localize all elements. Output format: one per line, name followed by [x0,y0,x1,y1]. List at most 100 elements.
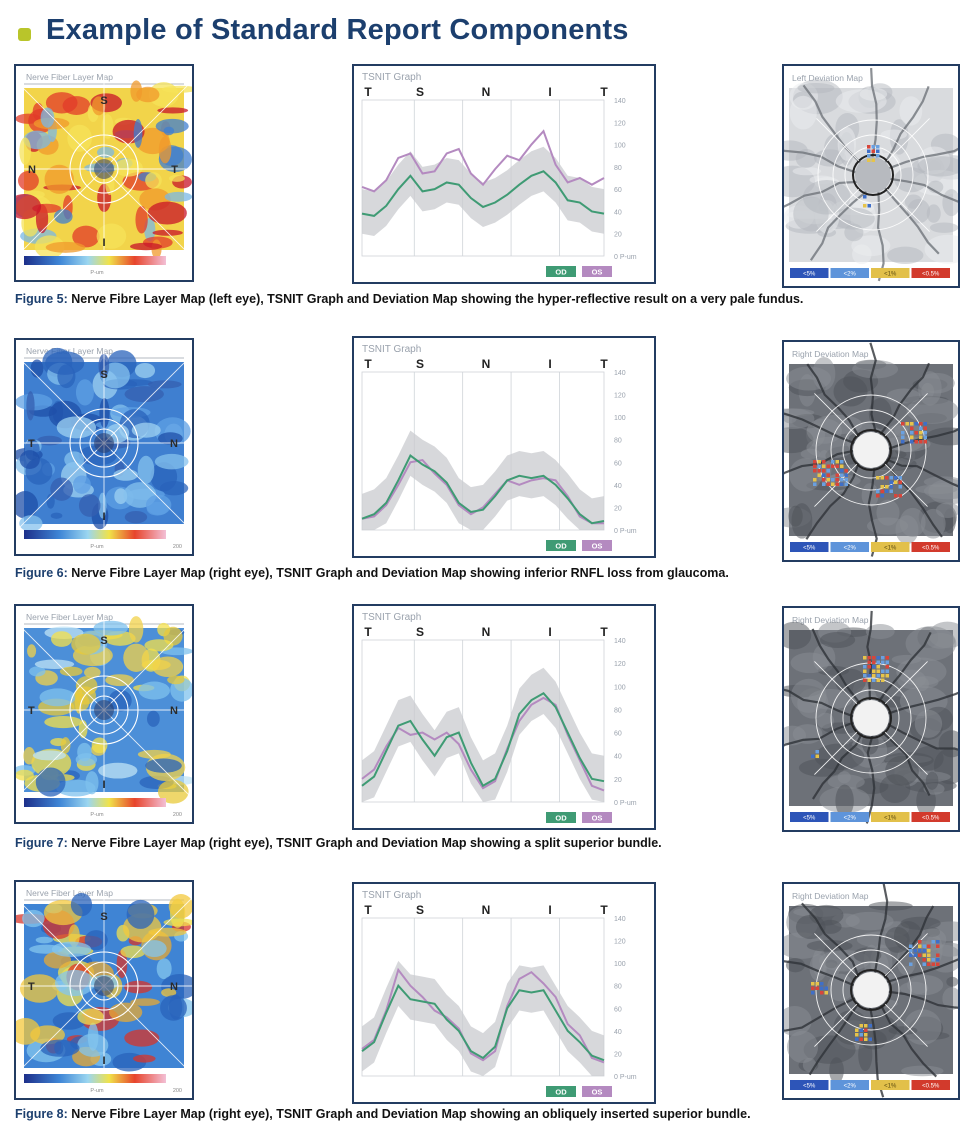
tsnit-legend-label: OD [555,542,567,551]
deviation-pixels [811,656,889,758]
tsnit-y-tick: 40 [614,483,622,490]
tsnit-y-tick: 80 [614,165,622,172]
deviation-map-panel: Right Deviation Map <5% <2% <1% <0.5% [782,882,960,1100]
deviation-map-title: Right Deviation Map [792,615,869,625]
tsnit-legend-label: OD [555,814,567,823]
tsnit-title: TSNIT Graph [362,72,421,83]
nfl-letter-superior: S [100,911,107,923]
figure-caption: Figure 5: Nerve Fibre Layer Map (left ey… [15,292,803,306]
nfl-letter-right: N [170,705,178,717]
tsnit-sector-letter: N [482,85,491,99]
tsnit-y-tick: 20 [614,232,622,239]
nfl-map-panel: Nerve Fiber Layer Map S T N I P-um 200 [14,338,194,556]
figure-number: Figure 7: [15,836,68,850]
deviation-legend-swatch [871,268,910,278]
tsnit-legend-swatch [546,1086,576,1097]
deviation-legend-swatch [830,268,869,278]
deviation-legend-label: <2% [844,272,857,278]
tsnit-line-os [361,129,605,193]
nfl-letter-right: T [171,164,178,176]
deviation-legend-swatch [911,812,950,822]
tsnit-sector-letter: I [548,625,551,639]
nfl-thickness-map [16,882,192,1098]
tsnit-y-tick: 0 P-um [614,1074,637,1081]
tsnit-y-tick: 80 [614,707,622,714]
tsnit-sector-letter: T [364,625,372,639]
tsnit-line-od [361,170,605,217]
tsnit-legend-swatch [582,1086,612,1097]
deviation-map-title: Left Deviation Map [792,73,863,83]
tsnit-y-tick: 40 [614,1029,622,1036]
nfl-scale-end: 200 [173,812,182,818]
tsnit-y-tick: 0 P-um [614,254,637,261]
nfl-scale-label: P-um [90,1088,104,1094]
nfl-letter-superior: S [100,95,107,107]
nfl-letter-inferior: I [102,237,105,249]
deviation-legend-swatch [871,812,910,822]
nfl-scale-label: P-um [90,812,104,818]
tsnit-normal-band [362,430,604,530]
tsnit-graph-panel: TSNIT Graph T S N I T 140 120 100 80 60 40 20 0 P-um O… [352,336,656,558]
tsnit-y-tick: 40 [614,754,622,761]
nfl-map-panel: Nerve Fiber Layer Map S T N I P-um 200 [14,604,194,824]
tsnit-y-tick: 120 [614,393,626,400]
tsnit-sector-letter: S [416,357,424,371]
tsnit-legend-swatch [582,540,612,551]
nfl-map-title: Nerve Fiber Layer Map [26,346,113,356]
tsnit-sector-letter: N [482,357,491,371]
deviation-legend-label: <5% [803,1084,816,1090]
tsnit-sector-letter: I [548,357,551,371]
tsnit-y-tick: 120 [614,661,626,668]
figure-number: Figure 6: [15,566,68,580]
page-title: Example of Standard Report Components [46,14,629,46]
tsnit-sector-letter: T [364,903,372,917]
deviation-map-panel: Left Deviation Map <5% <2% <1% <0.5% [782,64,960,288]
tsnit-y-tick: 140 [614,98,626,105]
tsnit-sector-letter: N [482,903,491,917]
tsnit-title: TSNIT Graph [362,344,421,355]
nfl-letter-superior: S [100,635,107,647]
nfl-letter-left: T [28,981,35,993]
deviation-pixels [863,145,880,208]
deviation-legend-swatch [790,812,829,822]
nfl-scale-end: 200 [173,1088,182,1094]
figure-caption: Figure 6: Nerve Fibre Layer Map (right e… [15,566,729,580]
fundus-image [784,68,958,282]
deviation-legend-label: <2% [844,1084,857,1090]
tsnit-sector-letter: S [416,903,424,917]
nfl-letter-left: T [28,705,35,717]
tsnit-y-tick: 140 [614,916,626,923]
deviation-legend-label: <0.5% [922,1084,940,1090]
tsnit-legend-label: OS [592,1088,603,1097]
nfl-color-scale [24,798,166,807]
tsnit-title: TSNIT Graph [362,890,421,901]
tsnit-line-os [361,458,604,525]
nfl-thickness-map [16,606,192,822]
tsnit-line-od [361,983,605,1062]
tsnit-sector-letter: T [364,85,372,99]
tsnit-line-os [361,967,605,1064]
tsnit-sector-letter: T [600,625,608,639]
nfl-thickness-map [16,66,192,280]
tsnit-sector-letter: S [416,85,424,99]
figure-caption-text: Nerve Fibre Layer Map (right eye), TSNIT… [67,1107,751,1121]
figure-number: Figure 8: [15,1107,68,1121]
deviation-legend-swatch [830,542,869,552]
tsnit-y-tick: 100 [614,415,626,422]
fundus-image [784,610,958,824]
tsnit-y-tick: 60 [614,1006,622,1013]
figure-caption: Figure 8: Nerve Fibre Layer Map (right e… [15,1107,751,1121]
deviation-legend-label: <1% [884,546,897,552]
nfl-color-scale [24,530,166,539]
tsnit-y-tick: 60 [614,187,622,194]
deviation-map-panel: Right Deviation Map <5% <2% <1% <0.5% [782,340,960,562]
nfl-letter-inferior: I [102,779,105,791]
tsnit-sector-letter: N [482,625,491,639]
tsnit-y-tick: 0 P-um [614,528,637,535]
deviation-legend-swatch [790,1080,829,1090]
tsnit-legend-label: OS [592,542,603,551]
deviation-pixels [813,422,927,498]
tsnit-y-tick: 80 [614,438,622,445]
deviation-pixels [811,940,940,1041]
tsnit-y-tick: 40 [614,209,622,216]
